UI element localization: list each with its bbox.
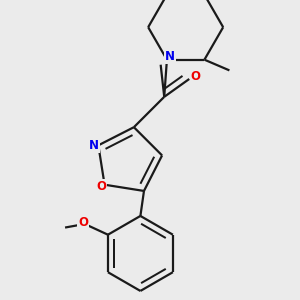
Text: O: O: [78, 216, 88, 229]
Text: N: N: [165, 50, 175, 63]
Text: O: O: [96, 180, 106, 193]
Text: N: N: [89, 139, 99, 152]
Text: O: O: [191, 70, 201, 83]
